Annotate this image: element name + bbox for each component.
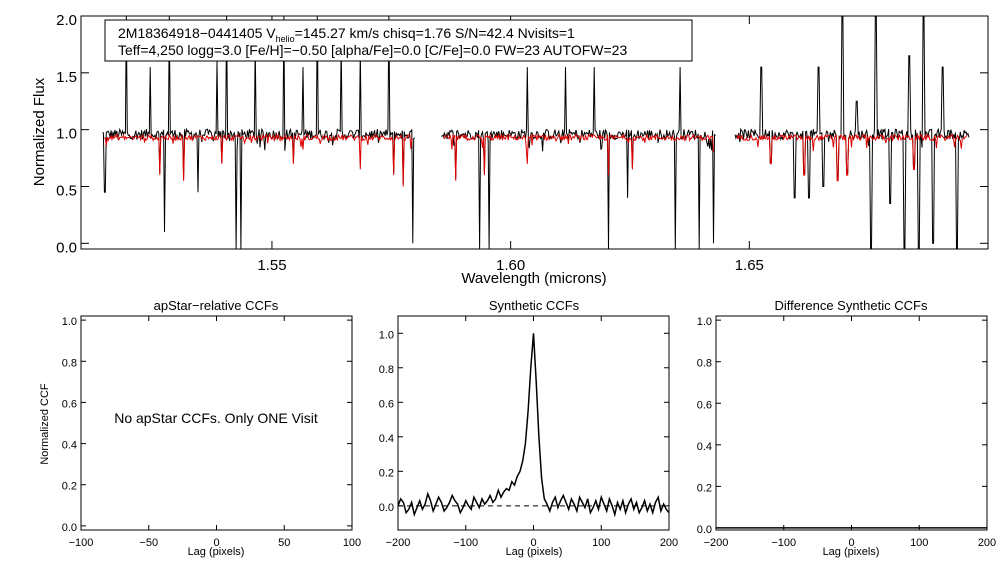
x-tick-label: 1.55 xyxy=(257,257,286,274)
model-spectrum-chip xyxy=(442,133,714,181)
x-tick-label: −100 xyxy=(69,537,94,549)
x-tick-label: 1.65 xyxy=(735,257,764,274)
spectrum-data xyxy=(102,16,970,249)
info-line-1: 2M18364918−0441405 Vhelio=145.27 km/s ch… xyxy=(118,25,575,44)
apstar-title: apStar−relative CCFs xyxy=(154,298,279,313)
x-tick-label: −200 xyxy=(386,537,411,549)
y-tick-label: 0.0 xyxy=(56,239,77,256)
x-tick-label: 100 xyxy=(592,537,610,549)
x-tick-label: 0 xyxy=(213,537,219,549)
y-tick-label: 1.5 xyxy=(56,69,77,86)
info-box-frame xyxy=(104,19,693,62)
y-tick-label: 0.2 xyxy=(379,467,394,479)
y-tick-label: 0.6 xyxy=(379,398,394,410)
difference-title: Difference Synthetic CCFs xyxy=(775,298,928,313)
y-tick-label: 0.4 xyxy=(379,433,394,445)
y-tick-label: 0.8 xyxy=(62,357,77,369)
observed-spectrum-chip xyxy=(441,67,716,249)
y-tick-label: 1.0 xyxy=(56,126,77,143)
y-tick-label: 0.8 xyxy=(379,364,394,376)
synthetic-ccf-line xyxy=(397,333,670,518)
x-tick-label: 100 xyxy=(343,537,361,549)
observed-spectrum-chip xyxy=(734,16,970,249)
y-tick-label: 0.2 xyxy=(697,482,712,494)
x-tick-label: −100 xyxy=(771,537,796,549)
synthetic-ticks: −200 −100 0 100 200 0.0 0.2 0.4 0.6 0.8 1.0 xyxy=(379,316,678,549)
difference-frame xyxy=(715,315,988,531)
difference-ccf-panel: Difference Synthetic CCFs −200 −100 0 100 20… xyxy=(697,298,996,558)
y-tick-label: 0.0 xyxy=(379,502,394,514)
y-tick-label: 0.6 xyxy=(697,399,712,411)
apstar-ccf-panel: apStar−relative CCFs −100 −50 0 50 100 0.0 0.2… xyxy=(39,298,361,558)
x-tick-label: 50 xyxy=(278,537,290,549)
x-tick-label: −100 xyxy=(453,537,478,549)
y-tick-label: 0.8 xyxy=(697,358,712,370)
synthetic-xlabel: Lag (pixels) xyxy=(506,546,563,558)
x-tick-label: 200 xyxy=(978,537,996,549)
x-tick-label: −50 xyxy=(139,537,158,549)
spectrum-ylabel: Normalized Flux xyxy=(31,77,48,186)
spectrum-frame xyxy=(80,15,989,250)
apstar-xlabel: Lag (pixels) xyxy=(188,546,245,558)
y-tick-label: 0.2 xyxy=(62,481,77,493)
x-tick-label: 1.60 xyxy=(496,257,525,274)
y-tick-label: 0.0 xyxy=(62,522,77,534)
y-tick-label: 0.4 xyxy=(62,440,77,452)
y-tick-label: 2.0 xyxy=(56,12,77,29)
y-tick-label: 1.0 xyxy=(697,316,712,328)
info-line-2: Teff=4,250 logg=3.0 [Fe/H]=−0.50 [alpha/… xyxy=(118,42,627,58)
y-tick-label: 0.4 xyxy=(697,441,712,453)
apstar-note: No apStar CCFs. Only ONE Visit xyxy=(114,410,318,426)
x-tick-label: 200 xyxy=(660,537,678,549)
x-tick-label: 100 xyxy=(910,537,928,549)
spectrum-ticks: 1.55 1.60 1.65 0.0 0.5 1.0 1.5 2.0 xyxy=(56,12,988,274)
synthetic-data xyxy=(397,333,670,518)
synthetic-ccf-panel: Synthetic CCFs −200 −100 0 100 200 0.0 0.2 0.4 0… xyxy=(379,298,678,558)
difference-xlabel: Lag (pixels) xyxy=(823,546,880,558)
apstar-ticks: −100 −50 0 50 100 0.0 0.2 0.4 0.6 0.8 1.0 xyxy=(62,316,361,549)
observed-spectrum-chip xyxy=(102,16,415,249)
spectrum-panel: 1.55 1.60 1.65 0.0 0.5 1.0 1.5 2.0 Wavelength (… xyxy=(31,12,989,287)
y-tick-label: 0.6 xyxy=(62,398,77,410)
spectrum-xlabel: Wavelength (microns) xyxy=(461,270,606,287)
y-tick-label: 0.5 xyxy=(56,182,77,199)
info-box: 2M18364918−0441405 Vhelio=145.27 km/s ch… xyxy=(104,19,693,62)
apstar-ylabel: Normalized CCF xyxy=(39,383,51,465)
synthetic-title: Synthetic CCFs xyxy=(489,298,580,313)
model-spectrum-chip xyxy=(736,133,968,182)
x-tick-label: 0 xyxy=(848,537,854,549)
y-tick-label: 1.0 xyxy=(379,329,394,341)
difference-ticks: −200 −100 0 100 200 0.0 0.2 0.4 0.6 0.8 1.0 xyxy=(697,316,996,549)
x-tick-label: 0 xyxy=(530,537,536,549)
x-tick-label: −200 xyxy=(704,537,729,549)
model-spectrum-chip xyxy=(104,133,413,187)
y-tick-label: 1.0 xyxy=(62,316,77,328)
y-tick-label: 0.0 xyxy=(697,524,712,536)
